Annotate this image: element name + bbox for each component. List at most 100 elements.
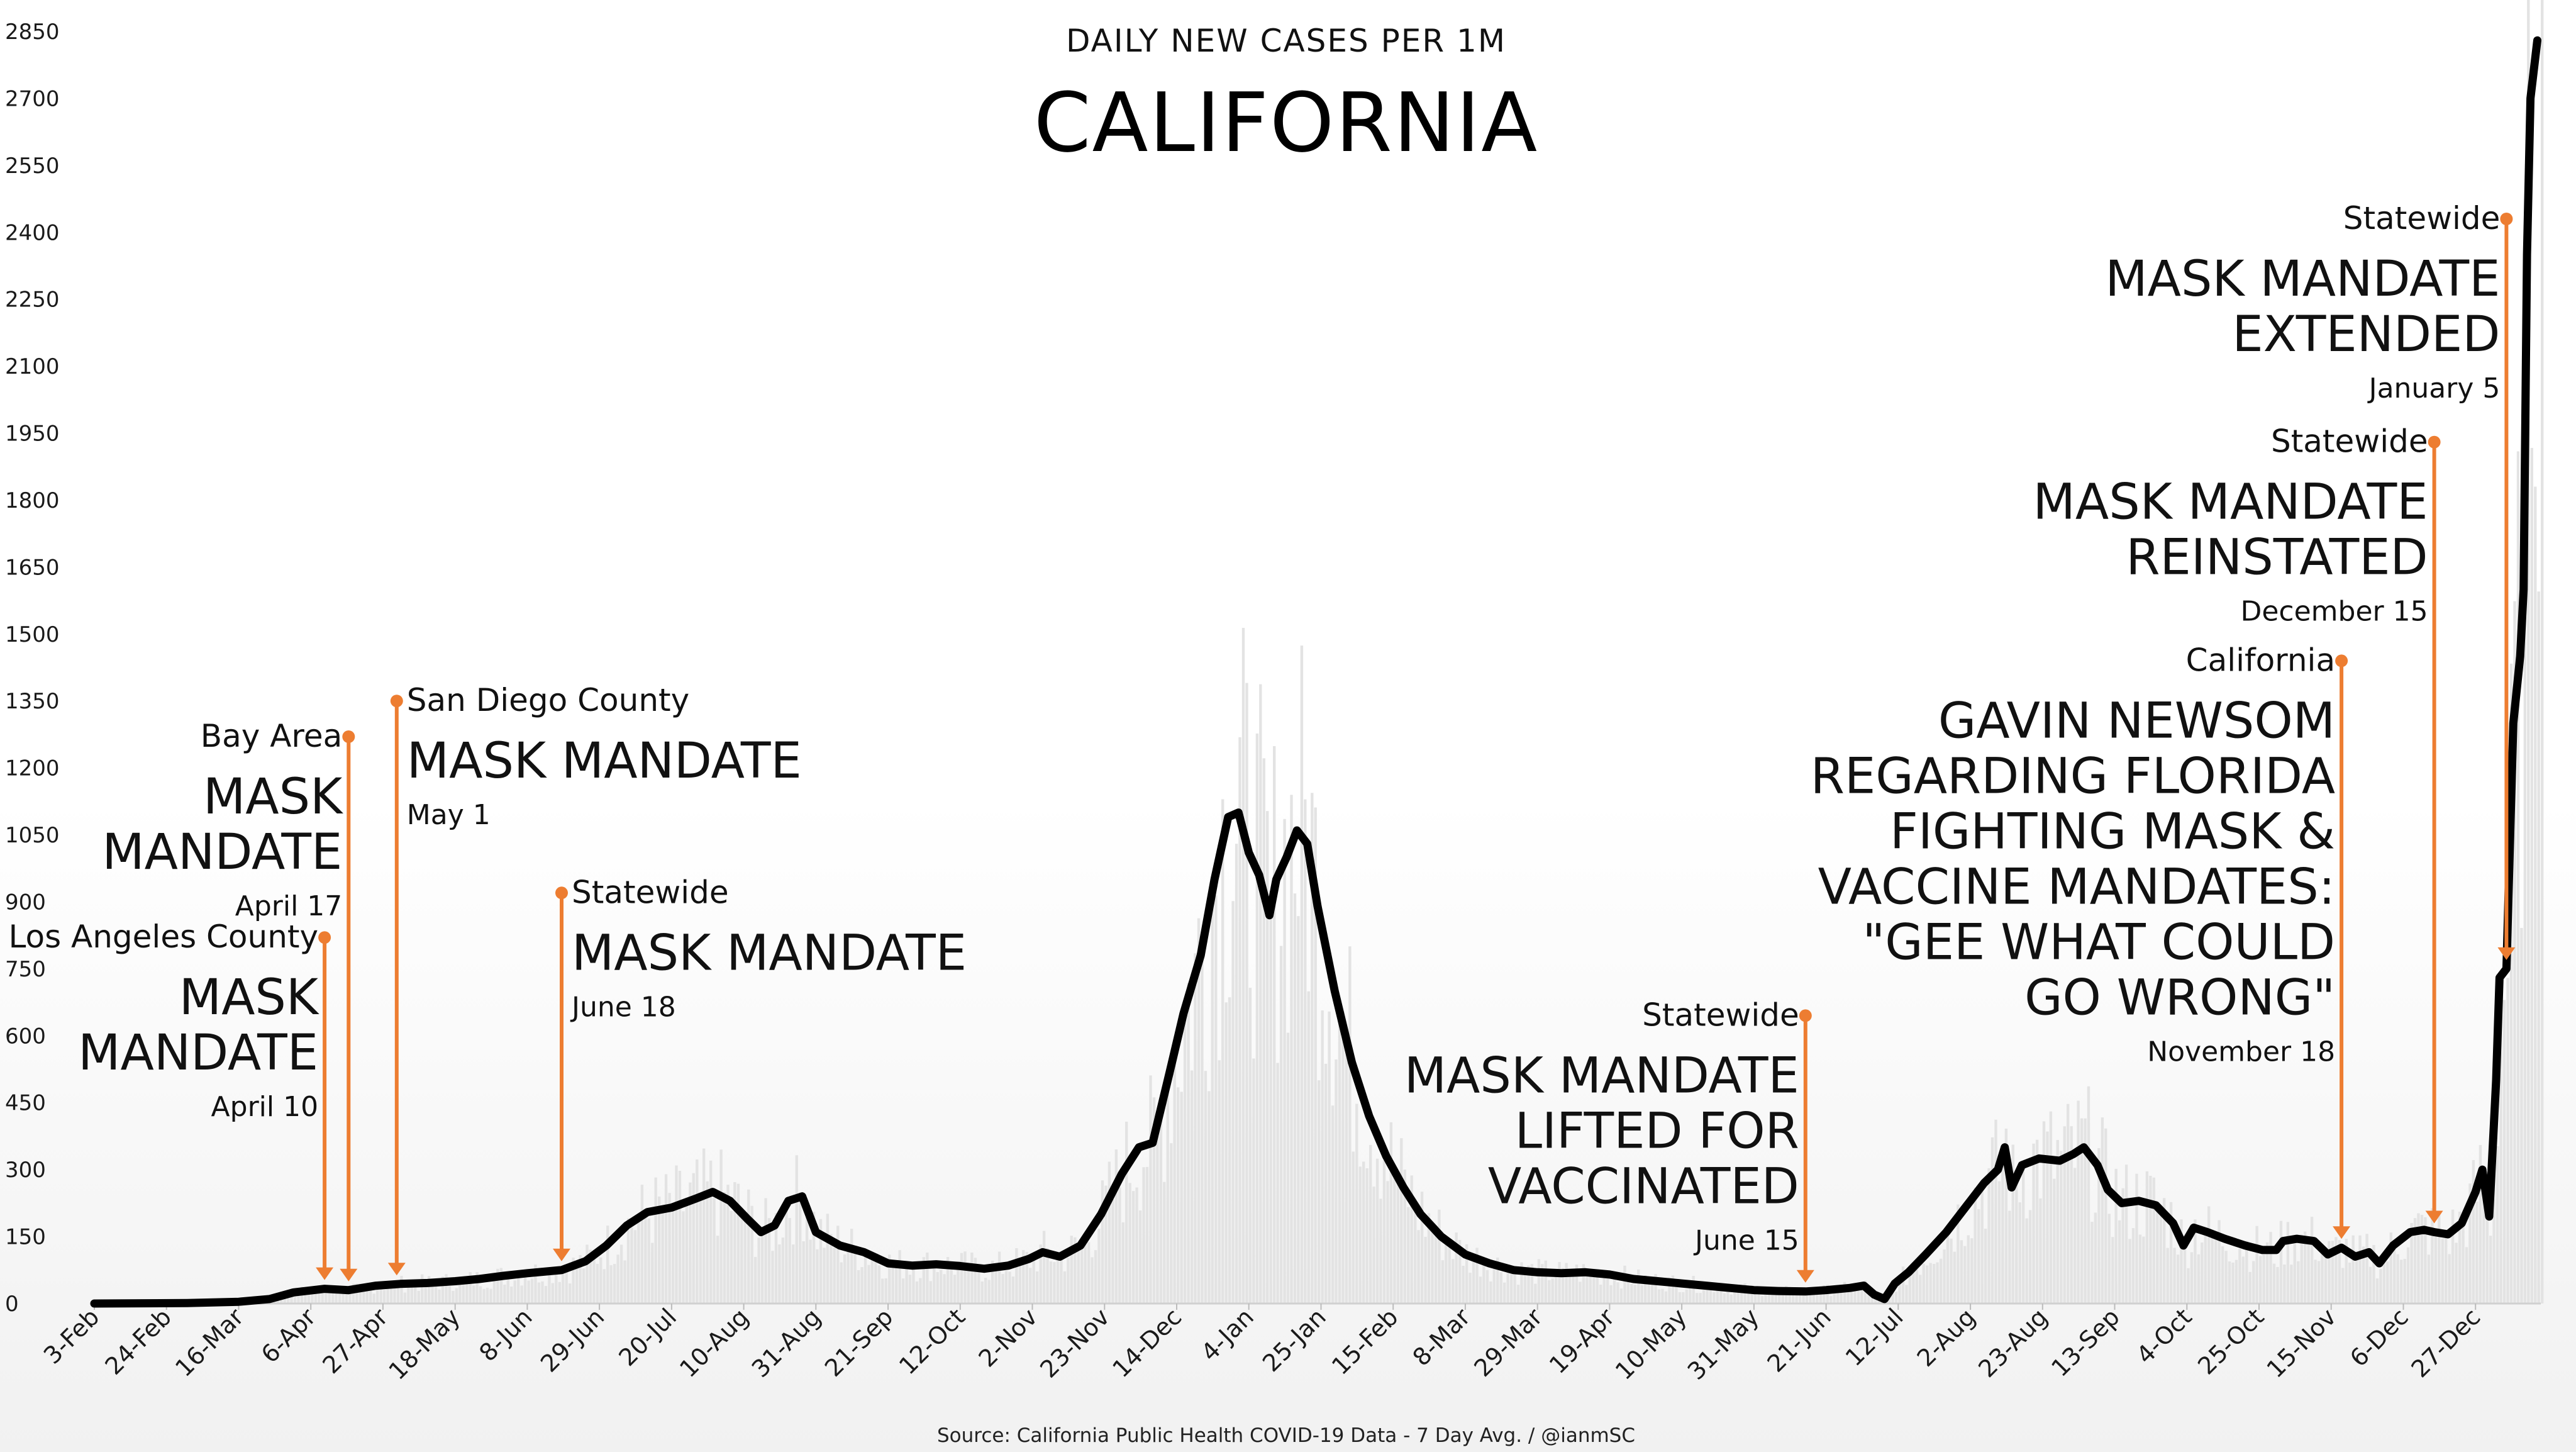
annotation-prefix: Los Angeles County bbox=[9, 919, 319, 955]
background-bar bbox=[1177, 1087, 1180, 1304]
background-bar bbox=[1819, 1292, 1823, 1304]
background-bar bbox=[1823, 1285, 1826, 1304]
annotation-title-line: MASK MANDATE bbox=[2105, 251, 2500, 308]
background-bar bbox=[940, 1270, 943, 1304]
x-tick-label: 31-Aug bbox=[747, 1303, 826, 1383]
background-bar bbox=[1572, 1276, 1575, 1304]
background-bar bbox=[486, 1287, 489, 1304]
background-bar bbox=[1853, 1289, 1857, 1304]
background-bar bbox=[2472, 1160, 2475, 1304]
background-bar bbox=[1204, 1071, 1208, 1304]
background-bar bbox=[1190, 1070, 1194, 1304]
background-bar bbox=[606, 1226, 609, 1304]
background-bar bbox=[1582, 1264, 1585, 1304]
background-bar bbox=[586, 1244, 589, 1304]
background-bar bbox=[963, 1251, 967, 1304]
background-bar bbox=[1328, 1011, 1331, 1304]
background-bar bbox=[1626, 1275, 1630, 1304]
background-bar bbox=[297, 1290, 300, 1304]
background-bar bbox=[2269, 1232, 2272, 1304]
background-bar bbox=[623, 1260, 626, 1304]
background-bar bbox=[579, 1255, 582, 1304]
background-bar bbox=[1194, 953, 1197, 1304]
background-bar bbox=[2094, 1212, 2097, 1304]
background-bar bbox=[1513, 1268, 1516, 1304]
background-bar bbox=[2022, 1167, 2025, 1304]
background-bar bbox=[2348, 1262, 2351, 1304]
background-bar bbox=[1434, 1232, 1438, 1304]
background-bar bbox=[860, 1267, 863, 1304]
background-bar bbox=[382, 1290, 386, 1304]
background-bar bbox=[1602, 1275, 1606, 1304]
background-bar bbox=[1046, 1248, 1049, 1304]
background-bar bbox=[1455, 1232, 1458, 1304]
background-bar bbox=[1599, 1284, 1602, 1304]
background-bar bbox=[2520, 928, 2523, 1304]
background-bar bbox=[957, 1261, 960, 1304]
background-bar bbox=[1537, 1259, 1541, 1304]
annotation-title-line: EXTENDED bbox=[2232, 306, 2500, 363]
background-bar bbox=[733, 1182, 736, 1304]
background-bar bbox=[1290, 795, 1293, 1304]
background-bar bbox=[311, 1290, 314, 1304]
background-bar bbox=[2004, 1129, 2008, 1304]
background-bar bbox=[668, 1193, 671, 1304]
background-bar bbox=[1977, 1209, 1980, 1304]
background-bar bbox=[2107, 1214, 2111, 1304]
background-bar bbox=[1898, 1275, 1901, 1304]
x-tick-label: 25-Oct bbox=[2192, 1303, 2269, 1380]
background-bar bbox=[1108, 1161, 1111, 1304]
background-bar bbox=[1128, 1183, 1131, 1304]
background-bar bbox=[723, 1192, 726, 1304]
background-bar bbox=[658, 1196, 661, 1304]
background-bar bbox=[2265, 1242, 2269, 1304]
y-tick-label: 2400 bbox=[5, 220, 60, 245]
annotation-date: April 10 bbox=[211, 1091, 319, 1123]
background-bar bbox=[2375, 1278, 2379, 1304]
background-bar bbox=[1713, 1292, 1716, 1304]
background-bar bbox=[2445, 1229, 2448, 1304]
background-bar bbox=[1269, 890, 1272, 1304]
background-bar bbox=[2438, 1214, 2441, 1304]
background-bar bbox=[713, 1198, 716, 1304]
background-bar bbox=[805, 1215, 809, 1304]
background-bar bbox=[562, 1270, 565, 1304]
annotation-dot bbox=[1799, 1009, 1812, 1022]
background-bar bbox=[1472, 1259, 1475, 1304]
background-bar bbox=[2513, 601, 2516, 1304]
background-bar bbox=[1565, 1263, 1568, 1304]
background-bar bbox=[1018, 1258, 1022, 1304]
background-bar bbox=[771, 1251, 774, 1304]
x-tick-label: 20-Jul bbox=[613, 1303, 682, 1371]
background-bar bbox=[2231, 1262, 2235, 1304]
background-bar bbox=[1798, 1289, 1802, 1304]
background-bar bbox=[307, 1291, 311, 1304]
background-bar bbox=[819, 1219, 823, 1304]
background-bar bbox=[2180, 1219, 2183, 1304]
background-bar bbox=[1393, 1173, 1396, 1304]
background-bar bbox=[2382, 1256, 2386, 1304]
background-bar bbox=[1534, 1283, 1537, 1304]
background-bar bbox=[1279, 946, 1283, 1304]
background-bar bbox=[977, 1270, 980, 1304]
background-bar bbox=[901, 1278, 905, 1304]
background-bar bbox=[1132, 1191, 1135, 1304]
x-tick-label: 6-Dec bbox=[2345, 1303, 2414, 1372]
background-bar bbox=[2152, 1177, 2155, 1304]
background-bar bbox=[1445, 1239, 1448, 1304]
series-group bbox=[90, 36, 2541, 1308]
background-bar bbox=[929, 1281, 932, 1304]
background-bar bbox=[424, 1283, 427, 1304]
background-bar bbox=[1224, 1002, 1228, 1304]
background-bar bbox=[1860, 1285, 1863, 1304]
background-bar bbox=[2406, 1247, 2410, 1304]
annotation-date: April 17 bbox=[235, 890, 343, 922]
x-tick-label: 19-Apr bbox=[1544, 1303, 1620, 1379]
background-bar bbox=[1211, 903, 1214, 1304]
x-tick-label: 31-May bbox=[1682, 1303, 1765, 1385]
background-bar bbox=[830, 1234, 833, 1304]
background-bar bbox=[1585, 1270, 1589, 1304]
background-bar bbox=[2194, 1219, 2197, 1304]
background-bar bbox=[448, 1286, 452, 1304]
background-bar bbox=[980, 1281, 984, 1304]
